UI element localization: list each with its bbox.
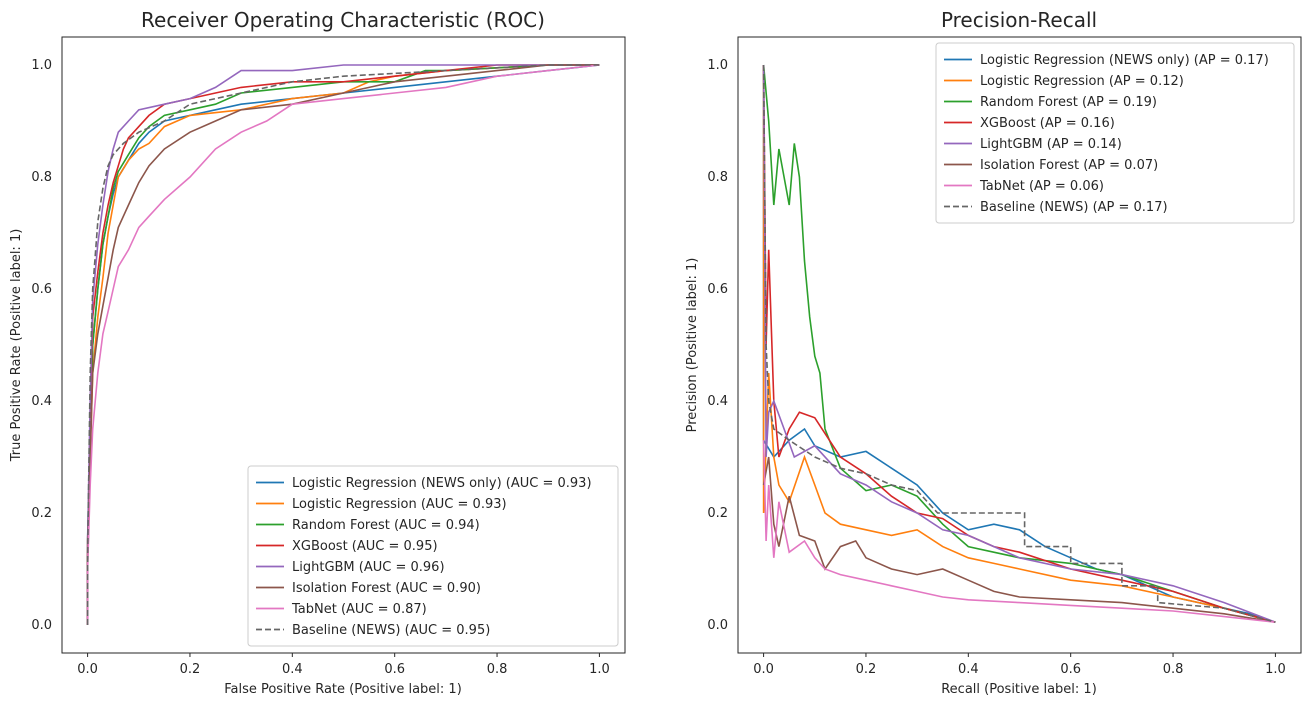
- pr-series-line-1: [762, 65, 1276, 623]
- pr-y-tick-label: 1.0: [707, 58, 728, 73]
- precision-recall-chart: Precision-Recall Recall (Positive label:…: [685, 8, 1302, 697]
- pr-legend-entry: XGBoost (AP = 0.16): [980, 116, 1115, 131]
- pr-legend-entry: TabNet (AP = 0.06): [979, 179, 1104, 194]
- roc-legend-entry: Random Forest (AUC = 0.94): [292, 518, 480, 533]
- pr-legend-box: [935, 42, 1295, 224]
- roc-legend: Logistic Regression (NEWS only) (AUC = 0…: [247, 465, 619, 647]
- roc-x-tick-label: 0.4: [282, 662, 303, 677]
- pr-legend-entry: Random Forest (AP = 0.19): [980, 95, 1157, 110]
- pr-plot-frame: [737, 36, 1302, 654]
- roc-series-line-6: [86, 64, 600, 625]
- roc-y-tick-label: 0.2: [31, 506, 52, 521]
- roc-legend-entry: XGBoost (AUC = 0.95): [292, 539, 438, 554]
- roc-x-tick-label: 0.6: [384, 662, 405, 677]
- roc-y-tick-label: 1.0: [31, 58, 52, 73]
- roc-series-line-5: [86, 64, 600, 625]
- pr-x-tick-label: 0.6: [1060, 662, 1081, 677]
- roc-y-tick-label: 0.6: [31, 282, 52, 297]
- pr-x-axis-label: Recall (Positive label: 1): [941, 682, 1097, 697]
- pr-y-axis-label: Precision (Positive label: 1): [685, 258, 700, 433]
- pr-legend-entry: LightGBM (AP = 0.14): [980, 137, 1122, 152]
- pr-legend-entry: Logistic Regression (NEWS only) (AP = 0.…: [980, 53, 1269, 68]
- roc-y-axis-label: True Positive Rate (Positive label: 1): [9, 229, 24, 463]
- pr-x-tick-label: 1.0: [1265, 662, 1286, 677]
- pr-series-line-5: [762, 456, 1276, 623]
- roc-chart-title: Receiver Operating Characteristic (ROC): [141, 8, 545, 32]
- roc-legend-entry: Logistic Regression (NEWS only) (AUC = 0…: [292, 476, 592, 491]
- pr-x-tick-label: 0.4: [958, 662, 979, 677]
- pr-x-tick-label: 0.2: [856, 662, 877, 677]
- roc-legend-entry: Baseline (NEWS) (AUC = 0.95): [292, 623, 490, 638]
- roc-x-tick-label: 1.0: [589, 662, 610, 677]
- roc-y-tick-label: 0.8: [31, 170, 52, 185]
- pr-legend-entry: Baseline (NEWS) (AP = 0.17): [980, 200, 1168, 215]
- pr-x-tick-label: 0.0: [753, 662, 774, 677]
- roc-y-tick-label: 0.4: [31, 394, 52, 409]
- roc-y-tick-label: 0.0: [31, 618, 52, 633]
- roc-series-line-7: [86, 64, 600, 625]
- roc-series-line-3: [86, 64, 600, 625]
- pr-y-tick-label: 0.4: [707, 394, 728, 409]
- pr-legend: Logistic Regression (NEWS only) (AP = 0.…: [935, 42, 1295, 224]
- roc-legend-box: [247, 465, 619, 647]
- pr-series-line-4: [762, 64, 1276, 623]
- pr-y-tick-label: 0.0: [707, 618, 728, 633]
- roc-x-tick-label: 0.2: [180, 662, 201, 677]
- pr-chart-title: Precision-Recall: [941, 8, 1097, 32]
- pr-series-line-6: [762, 440, 1276, 623]
- pr-y-tick-label: 0.6: [707, 282, 728, 297]
- pr-y-tick-label: 0.8: [707, 170, 728, 185]
- roc-legend-entry: Isolation Forest (AUC = 0.90): [292, 581, 481, 596]
- roc-x-tick-label: 0.8: [487, 662, 508, 677]
- pr-series-line-3: [762, 64, 1276, 623]
- roc-x-tick-label: 0.0: [77, 662, 98, 677]
- roc-legend-entry: TabNet (AUC = 0.87): [291, 602, 427, 617]
- pr-series-line-7: [762, 64, 1276, 623]
- pr-legend-entry: Logistic Regression (AP = 0.12): [980, 74, 1184, 89]
- pr-y-tick-label: 0.2: [707, 506, 728, 521]
- pr-x-tick-label: 0.8: [1163, 662, 1184, 677]
- pr-legend-entry: Isolation Forest (AP = 0.07): [980, 158, 1158, 173]
- roc-legend-entry: LightGBM (AUC = 0.96): [292, 560, 445, 575]
- pr-series-line-2: [762, 64, 1276, 623]
- roc-plot-frame: [61, 36, 626, 654]
- roc-legend-entry: Logistic Regression (AUC = 0.93): [292, 497, 507, 512]
- roc-x-axis-label: False Positive Rate (Positive label: 1): [224, 682, 462, 697]
- roc-chart: Receiver Operating Characteristic (ROC) …: [9, 8, 626, 697]
- roc-series-line-2: [86, 64, 600, 625]
